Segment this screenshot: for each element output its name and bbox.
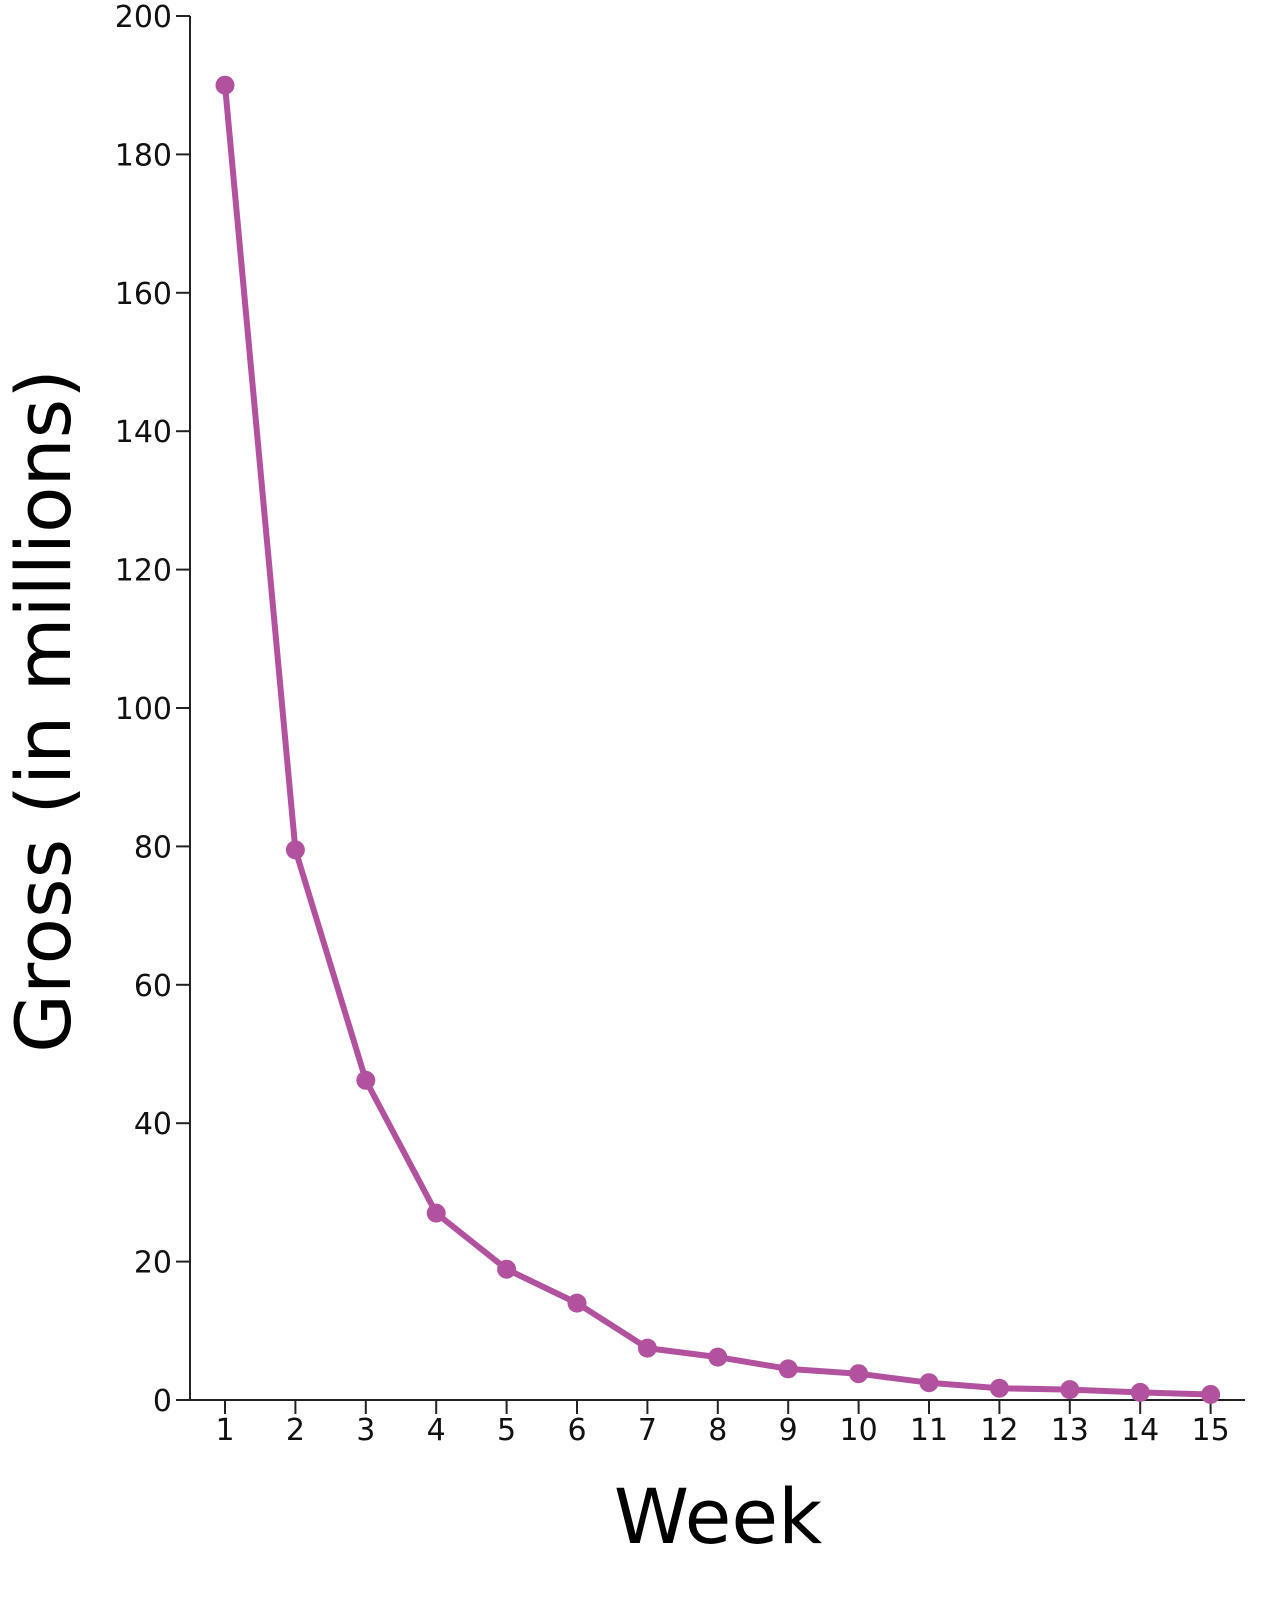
y-tick-label: 40 bbox=[134, 1107, 172, 1142]
y-tick-label: 100 bbox=[115, 692, 172, 727]
data-point bbox=[637, 1338, 657, 1358]
x-tick-label: 3 bbox=[356, 1413, 375, 1448]
x-tick-label: 7 bbox=[638, 1413, 657, 1448]
data-point bbox=[989, 1378, 1009, 1398]
data-point bbox=[1060, 1380, 1080, 1400]
y-tick-label: 160 bbox=[115, 277, 172, 312]
y-tick-label: 80 bbox=[134, 830, 172, 865]
series-line bbox=[222, 82, 1214, 1398]
y-tick-label: 60 bbox=[134, 969, 172, 1004]
x-tick-label: 10 bbox=[840, 1413, 878, 1448]
data-point bbox=[285, 840, 305, 860]
y-axis-title: Gross (in millions) bbox=[0, 369, 88, 1053]
data-point bbox=[849, 1364, 869, 1384]
axes bbox=[189, 16, 1245, 1401]
x-tick-label: 5 bbox=[497, 1413, 516, 1448]
data-point bbox=[919, 1373, 939, 1393]
y-tick-label: 180 bbox=[115, 138, 172, 173]
data-point bbox=[215, 75, 235, 95]
x-axis-title: Week bbox=[614, 1472, 822, 1561]
x-tick-label: 6 bbox=[567, 1413, 586, 1448]
data-point bbox=[356, 1070, 376, 1090]
y-tick-label: 20 bbox=[134, 1246, 172, 1281]
y-tick-label: 200 bbox=[115, 0, 172, 35]
x-tick-label: 11 bbox=[910, 1413, 948, 1448]
data-point bbox=[1130, 1382, 1150, 1402]
x-tick-label: 15 bbox=[1192, 1413, 1230, 1448]
y-tick-label: 0 bbox=[153, 1384, 172, 1419]
series bbox=[215, 75, 1221, 1404]
x-tick-label: 4 bbox=[427, 1413, 446, 1448]
x-tick-label: 1 bbox=[215, 1413, 234, 1448]
x-tick-label: 2 bbox=[286, 1413, 305, 1448]
data-point bbox=[426, 1203, 446, 1223]
x-tick-label: 9 bbox=[779, 1413, 798, 1448]
data-point bbox=[567, 1293, 587, 1313]
x-tick-label: 14 bbox=[1121, 1413, 1159, 1448]
y-tick-label: 120 bbox=[115, 554, 172, 589]
data-point bbox=[497, 1259, 517, 1279]
x-tick-label: 8 bbox=[708, 1413, 727, 1448]
x-tick-label: 13 bbox=[1051, 1413, 1089, 1448]
data-point bbox=[778, 1359, 798, 1379]
y-tick-label: 140 bbox=[115, 415, 172, 450]
data-point bbox=[708, 1347, 728, 1367]
data-point bbox=[1201, 1384, 1221, 1404]
x-tick-label: 12 bbox=[980, 1413, 1018, 1448]
